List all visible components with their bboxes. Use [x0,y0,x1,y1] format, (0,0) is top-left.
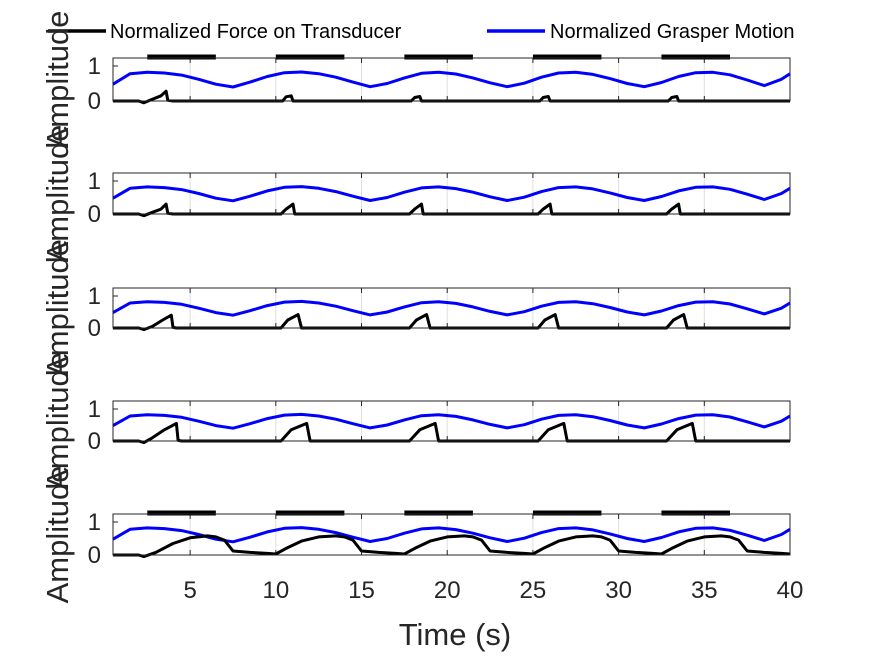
x-axis: 5 10 15 20 25 30 35 40 [183,577,803,604]
subplot-3-plot-area [113,288,790,328]
subplots: 0 1 Amplitude 0 1 Amplitude 0 1 Amplitude 0 1 Ampli… [40,11,791,604]
subplot-5-force-line [113,534,791,559]
subplot-2: 0 1 Amplitude [40,125,791,263]
x-tick-label-5: 5 [183,577,196,604]
subplot-1-plot-area [113,58,790,101]
subplot-2-motion-line [112,185,791,203]
x-tick-label-20: 20 [434,577,461,604]
subplot-5-frame [112,513,791,556]
subplot-5-ytick-label-0: 0 [88,542,101,569]
subplot-1-ytick-label-1: 1 [88,53,101,80]
subplot-3-y-axis-label: Amplitude [40,239,75,377]
subplot-3-motion-line [112,299,791,317]
subplot-1: 0 1 Amplitude [40,11,791,149]
subplot-1-force-line [113,89,790,105]
subplot-3-frame [112,287,791,329]
x-tick-label-40: 40 [777,577,804,604]
x-axis-label: Time (s) [399,617,512,652]
subplot-3-ytick-label-1: 1 [88,283,101,310]
x-tick-label-30: 30 [605,577,632,604]
subplot-4-motion-line [112,412,791,430]
legend-motion-label: Normalized Grasper Motion [550,21,795,43]
subplot-2-frame [112,172,791,215]
subplot-5-motion-line [112,526,791,544]
x-tick-label-35: 35 [691,577,718,604]
subplot-2-ytick-label-0: 0 [88,201,101,228]
subplot-1-frame [112,57,791,102]
subplot-1-ytick-label-0: 0 [88,88,101,115]
subplot-5-ytick-label-1: 1 [88,509,101,536]
subplot-5: 0 1 Amplitude [40,466,791,604]
x-tick-label-25: 25 [520,577,547,604]
subplot-5-plot-area [113,514,790,555]
subplot-2-ytick-label-1: 1 [88,168,101,195]
legend: Normalized Force on Transducer Normalize… [48,21,795,43]
subplot-2-plot-area [113,173,790,214]
subplot-3-ytick-label-0: 0 [88,315,101,342]
subplot-4-ytick-label-0: 0 [88,428,101,455]
subplot-1-y-axis-label: Amplitude [40,11,75,149]
subplot-4-force-line [113,421,790,445]
subplot-1-motion-line [112,70,791,89]
legend-force-label: Normalized Force on Transducer [110,21,402,43]
subplot-2-y-axis-label: Amplitude [40,125,75,263]
subplot-4-y-axis-label: Amplitude [40,352,75,490]
x-tick-label-15: 15 [348,577,375,604]
subplot-4-ytick-label-1: 1 [88,396,101,423]
subplot-3-force-line [113,313,790,332]
subplot-2-force-line [113,202,790,218]
subplot-4-frame [112,400,791,442]
subplot-4: 0 1 Amplitude [40,352,791,490]
subplot-5-y-axis-label: Amplitude [40,466,75,604]
subplot-4-plot-area [113,401,790,441]
x-tick-label-10: 10 [262,577,289,604]
subplot-3: 0 1 Amplitude [40,239,791,377]
